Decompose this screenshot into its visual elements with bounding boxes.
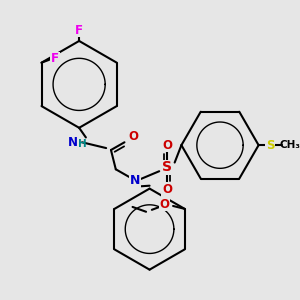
Text: O: O: [159, 197, 170, 211]
Text: N: N: [68, 136, 78, 149]
Text: CH₃: CH₃: [280, 140, 300, 150]
Text: O: O: [128, 130, 138, 143]
Text: S: S: [266, 139, 274, 152]
Text: F: F: [75, 24, 83, 37]
Text: F: F: [51, 52, 59, 65]
Text: H: H: [78, 139, 86, 149]
Text: O: O: [162, 139, 172, 152]
Text: N: N: [130, 174, 140, 188]
Text: S: S: [162, 160, 172, 174]
Text: O: O: [162, 183, 172, 196]
